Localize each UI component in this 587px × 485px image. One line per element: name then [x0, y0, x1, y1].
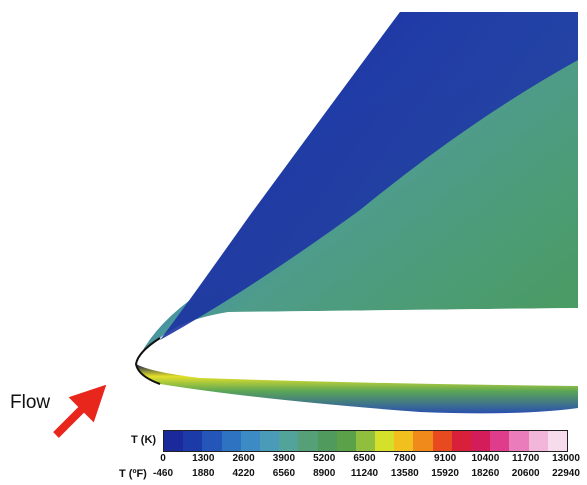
legend-swatch: [336, 431, 356, 451]
legend-swatch: [509, 431, 529, 451]
legend-swatch: [528, 431, 548, 451]
color-scale-bar: [163, 430, 568, 452]
legend-title-kelvin: T (K): [131, 434, 157, 446]
fahrenheit-tick-row: -460 1880 4220 6560 8900 11240 13580 15920 18260…: [150, 468, 580, 482]
legend-swatch: [202, 431, 222, 451]
legend-swatch: [471, 431, 491, 451]
legend-swatch: [183, 431, 203, 451]
legend-tick-label: 5200: [313, 453, 336, 464]
legend-tick-label: 20600: [511, 468, 540, 479]
legend-tick-label: 10400: [471, 453, 500, 464]
legend-swatch: [164, 431, 184, 451]
body-interior: [150, 308, 578, 386]
legend-tick-label: 3900: [272, 453, 296, 464]
lower-boundary-layer: [136, 364, 578, 414]
flow-direction-arrow-icon: [53, 385, 106, 438]
legend-tick-label: 6500: [353, 453, 376, 464]
legend-tick-label: 15920: [431, 468, 459, 479]
flow-label: Flow: [10, 392, 51, 413]
legend-tick-label: 4220: [232, 468, 255, 479]
leading-edge-nose: [134, 337, 161, 385]
legend-swatch: [451, 431, 471, 451]
legend-tick-label: 11700: [512, 453, 540, 464]
legend-tick-label: -460: [152, 468, 174, 479]
legend-swatch: [259, 431, 280, 451]
legend-tick-label: 11240: [350, 468, 379, 479]
shock-layer: [160, 12, 578, 340]
legend-swatch: [413, 431, 433, 451]
legend-tick-label: 0: [160, 453, 166, 464]
legend-tick-label: 9100: [433, 453, 457, 464]
legend-tick-label: 22940: [552, 468, 580, 479]
legend-tick-label: 13000: [552, 453, 580, 464]
legend-tick-label: 7800: [393, 453, 416, 464]
legend-swatch: [221, 431, 241, 451]
legend-tick-label: 8900: [313, 468, 336, 479]
legend-swatch: [547, 431, 567, 451]
kelvin-tick-row: 0 1300 2600 3900 5200 6500 7800 9100 10400 11700 1…: [150, 453, 580, 467]
legend-tick-label: 1300: [192, 453, 215, 464]
legend-tick-label: 6560: [272, 468, 296, 479]
legend-swatch: [279, 431, 299, 451]
legend-swatch: [355, 431, 376, 451]
legend-tick-label: 1880: [192, 468, 215, 479]
legend-tick-label: 18260: [471, 468, 500, 479]
legend-swatch: [298, 431, 318, 451]
legend-swatch: [432, 431, 452, 451]
legend-title-fahrenheit: T (ºF): [119, 468, 147, 480]
legend-swatch: [490, 431, 510, 451]
legend-swatch: [375, 431, 395, 451]
legend-swatch: [240, 431, 260, 451]
legend-tick-label: 2600: [232, 453, 255, 464]
legend-swatch: [317, 431, 337, 451]
legend-tick-label: 13580: [390, 468, 419, 479]
legend-swatch: [394, 431, 414, 451]
